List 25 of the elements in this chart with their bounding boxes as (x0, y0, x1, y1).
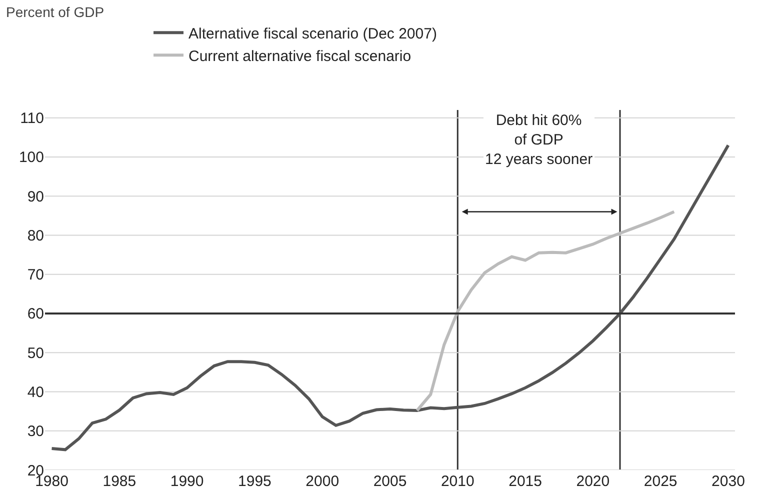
y-tick-label: 90 (27, 188, 44, 206)
x-tick-label: 2030 (712, 473, 745, 490)
y-tick-label: 30 (27, 423, 44, 440)
y-tick-label: 110 (20, 110, 44, 128)
line-series (416, 210, 676, 412)
x-tick-label: 2000 (306, 473, 340, 490)
legend-label: Alternative fiscal scenario (Dec 2007) (188, 26, 437, 42)
y-tick-label: 60 (27, 306, 44, 323)
x-tick-label: 2005 (373, 473, 407, 490)
legend-label: Current alternative fiscal scenario (188, 48, 412, 65)
x-tick-label: 1995 (238, 473, 272, 490)
y-tick-label: 70 (27, 266, 44, 284)
x-tick-label: 1985 (102, 473, 136, 490)
x-tick-label: 2025 (644, 473, 678, 490)
text: Percent of GDP (6, 4, 104, 20)
x-tick-label: 2020 (576, 473, 610, 490)
y-tick-label: 80 (27, 227, 44, 244)
x-tick-label: 2010 (440, 473, 474, 490)
x-tick-label: 2015 (508, 473, 542, 490)
line-series (50, 144, 730, 452)
y-tick-label: 100 (18, 149, 44, 166)
annotation: Debt hit 60% of GDP 12 years sooner (485, 112, 593, 168)
y-tick-label: 50 (27, 344, 44, 362)
y-tick-label: 40 (27, 384, 44, 401)
x-tick-label: 1990 (170, 473, 204, 490)
